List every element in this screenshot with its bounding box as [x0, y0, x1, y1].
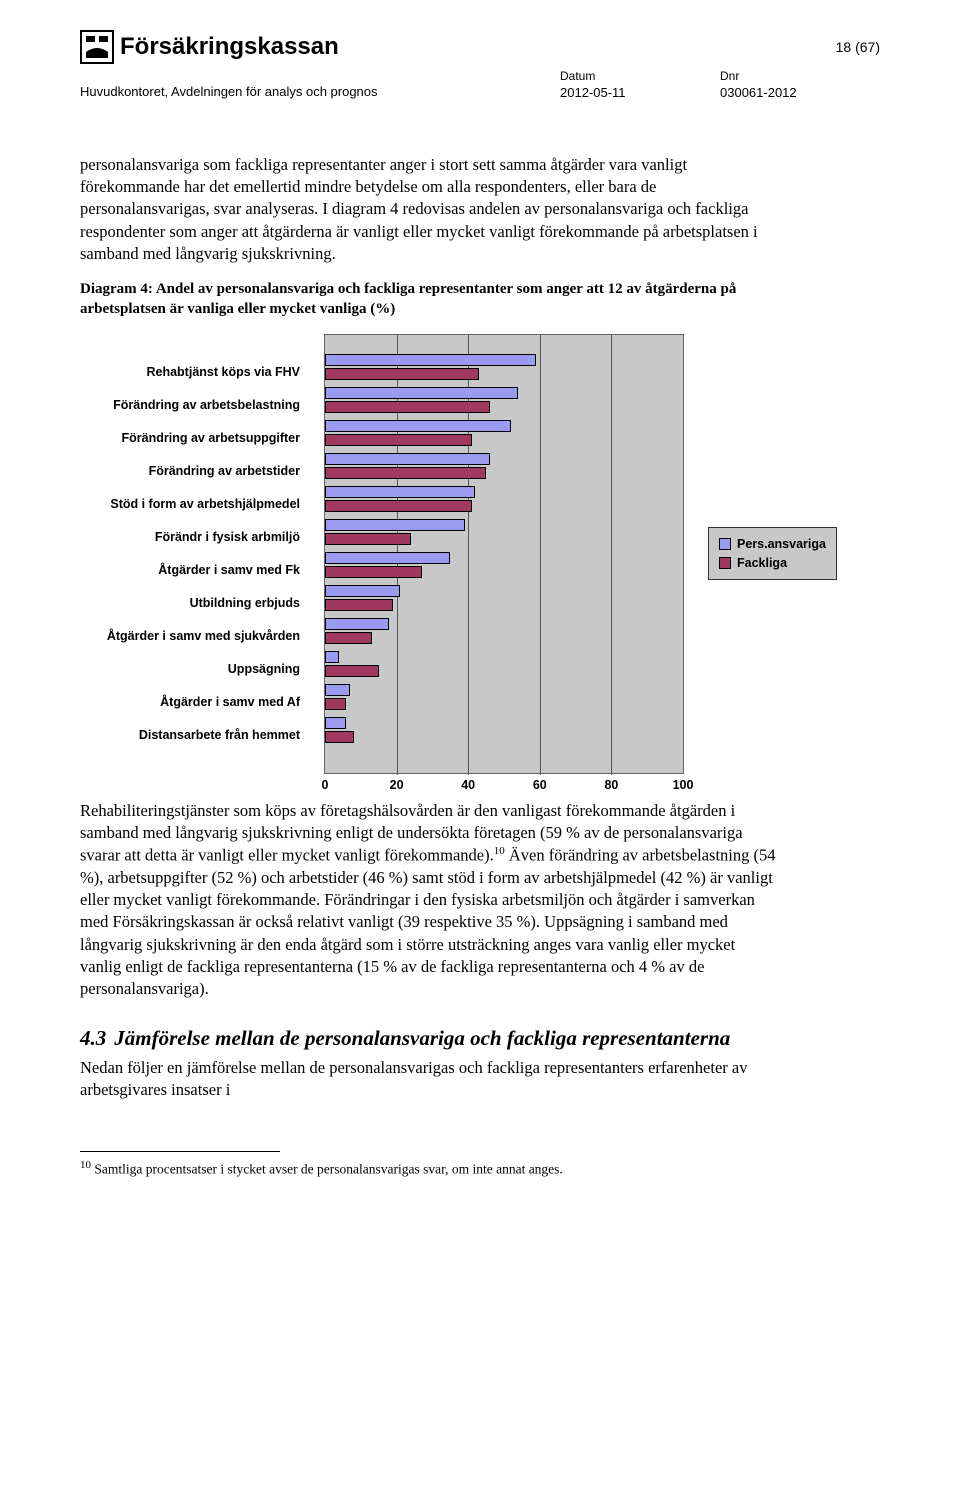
logo-icon — [80, 30, 114, 64]
chart-plot: 020406080100 — [324, 334, 684, 774]
date-label: Datum — [560, 68, 720, 84]
chart-category-label: Rehabtjänst köps via FHV — [80, 356, 300, 389]
bar-pers — [325, 354, 536, 366]
xtick: 20 — [390, 777, 404, 794]
legend-item-pers: Pers.ansvariga — [719, 536, 826, 553]
chart-category-label: Stöd i form av arbetshjälpmedel — [80, 488, 300, 521]
xtick: 60 — [533, 777, 547, 794]
bar-pers — [325, 453, 490, 465]
header-meta: Huvudkontoret, Avdelningen för analys oc… — [80, 68, 880, 102]
section-number: 4.3 — [80, 1026, 106, 1050]
page-header: Försäkringskassan 18 (67) — [80, 30, 880, 64]
footnote-text: Samtliga procentsatser i stycket avser d… — [91, 1162, 563, 1177]
legend-swatch-icon — [719, 538, 731, 550]
footnote-marker: 10 — [80, 1159, 91, 1171]
chart-category-label: Förändr i fysisk arbmiljö — [80, 521, 300, 554]
bar-pers — [325, 684, 350, 696]
bar-fack — [325, 368, 479, 380]
xtick: 80 — [604, 777, 618, 794]
chart-category-label: Åtgärder i samv med Af — [80, 686, 300, 719]
dnr-value: 030061-2012 — [720, 84, 880, 102]
chart-legend: Pers.ansvariga Fackliga — [708, 527, 837, 581]
chart-category-label: Förändring av arbetstider — [80, 455, 300, 488]
bar-fack — [325, 434, 472, 446]
bar-fack — [325, 401, 490, 413]
bar-fack — [325, 731, 354, 743]
chart-y-labels: Rehabtjänst köps via FHVFörändring av ar… — [80, 356, 300, 752]
chart-category-label: Åtgärder i samv med Fk — [80, 554, 300, 587]
xtick: 40 — [461, 777, 475, 794]
footnote-10: 10 Samtliga procentsatser i stycket avse… — [80, 1158, 780, 1179]
xtick: 100 — [673, 777, 694, 794]
bar-fack — [325, 467, 486, 479]
legend-swatch-icon — [719, 557, 731, 569]
bar-pers — [325, 486, 475, 498]
org-name: Försäkringskassan — [120, 31, 339, 63]
chart-category-label: Uppsägning — [80, 653, 300, 686]
paragraph-2: Rehabiliteringstjänster som köps av före… — [80, 800, 780, 1001]
bar-pers — [325, 519, 465, 531]
bar-pers — [325, 585, 400, 597]
bar-fack — [325, 566, 422, 578]
body: personalansvariga som fackliga represent… — [80, 154, 880, 1179]
footnote-rule — [80, 1151, 280, 1152]
bar-fack — [325, 500, 472, 512]
bar-pers — [325, 552, 450, 564]
chart-category-label: Utbildning erbjuds — [80, 587, 300, 620]
legend-item-fack: Fackliga — [719, 555, 826, 572]
bar-fack — [325, 533, 411, 545]
chart-caption: Diagram 4: Andel av personalansvariga oc… — [80, 279, 780, 320]
bar-fack — [325, 665, 379, 677]
bar-pers — [325, 717, 346, 729]
paragraph-1: personalansvariga som fackliga represent… — [80, 154, 780, 265]
bar-pers — [325, 651, 339, 663]
date-value: 2012-05-11 — [560, 84, 720, 102]
bar-fack — [325, 599, 393, 611]
bar-pers — [325, 420, 511, 432]
section-4-3-heading: 4.3 Jämförelse mellan de personalansvarig… — [80, 1024, 880, 1052]
org-logo: Försäkringskassan — [80, 30, 339, 64]
chart-category-label: Förändring av arbetsbelastning — [80, 389, 300, 422]
bar-pers — [325, 618, 389, 630]
section-title: Jämförelse mellan de personalansvariga o… — [114, 1026, 730, 1050]
paragraph-3: Nedan följer en jämförelse mellan de per… — [80, 1057, 780, 1102]
legend-label: Pers.ansvariga — [737, 536, 826, 553]
department: Huvudkontoret, Avdelningen för analys oc… — [80, 83, 560, 102]
bar-fack — [325, 632, 372, 644]
chart-category-label: Distansarbete från hemmet — [80, 719, 300, 752]
dnr-label: Dnr — [720, 68, 880, 84]
page-number: 18 (67) — [836, 30, 880, 57]
legend-label: Fackliga — [737, 555, 787, 572]
bar-pers — [325, 387, 518, 399]
xtick: 0 — [322, 777, 329, 794]
bar-fack — [325, 698, 346, 710]
diagram-4: Rehabtjänst köps via FHVFörändring av ar… — [80, 334, 880, 774]
chart-category-label: Åtgärder i samv med sjukvården — [80, 620, 300, 653]
chart-category-label: Förändring av arbetsuppgifter — [80, 422, 300, 455]
